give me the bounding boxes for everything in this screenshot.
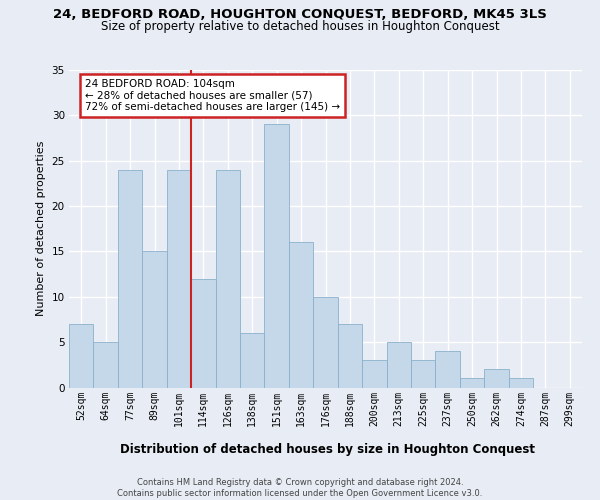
Text: Distribution of detached houses by size in Houghton Conquest: Distribution of detached houses by size … (119, 442, 535, 456)
Text: Size of property relative to detached houses in Houghton Conquest: Size of property relative to detached ho… (101, 20, 499, 33)
Bar (411, 360, 436, 388)
Bar (313, 297, 338, 388)
Bar (484, 370, 509, 388)
Bar (118, 170, 142, 388)
Bar (94, 342, 118, 388)
Text: 24, BEDFORD ROAD, HOUGHTON CONQUEST, BEDFORD, MK45 3LS: 24, BEDFORD ROAD, HOUGHTON CONQUEST, BED… (53, 8, 547, 20)
Bar (289, 242, 313, 388)
Bar (436, 351, 460, 388)
Bar (191, 278, 215, 388)
Bar (69, 324, 94, 388)
Bar (240, 333, 265, 388)
Bar (142, 252, 167, 388)
Y-axis label: Number of detached properties: Number of detached properties (36, 141, 46, 316)
Bar (509, 378, 533, 388)
Bar (460, 378, 484, 388)
Bar (215, 170, 240, 388)
Bar (362, 360, 386, 388)
Bar (265, 124, 289, 388)
Bar (386, 342, 411, 388)
Bar (338, 324, 362, 388)
Bar (167, 170, 191, 388)
Text: Contains HM Land Registry data © Crown copyright and database right 2024.
Contai: Contains HM Land Registry data © Crown c… (118, 478, 482, 498)
Text: 24 BEDFORD ROAD: 104sqm
← 28% of detached houses are smaller (57)
72% of semi-de: 24 BEDFORD ROAD: 104sqm ← 28% of detache… (85, 79, 340, 112)
